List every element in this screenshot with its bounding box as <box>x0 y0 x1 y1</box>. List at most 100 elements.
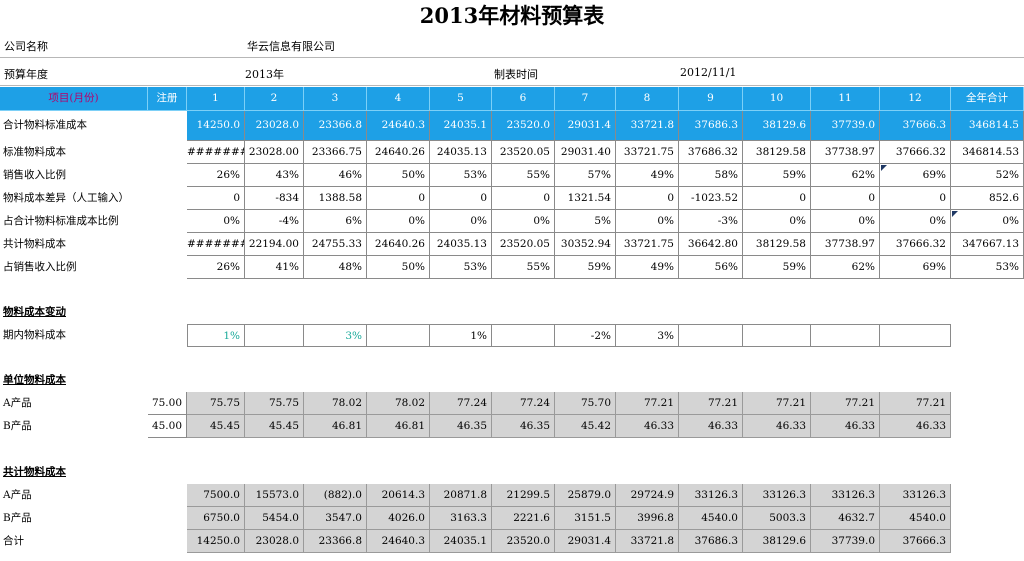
table-cell[interactable]: 852.6 <box>951 187 1024 210</box>
table-cell[interactable]: 38129.58 <box>743 233 811 256</box>
base-cost-cell[interactable]: 45.00 <box>148 415 187 438</box>
table-cell[interactable]: 3163.3 <box>430 507 492 530</box>
table-cell[interactable]: 4540.0 <box>880 507 951 530</box>
table-cell[interactable]: 77.21 <box>679 392 743 415</box>
table-cell[interactable]: 23366.75 <box>304 141 367 164</box>
table-cell[interactable]: 75.75 <box>245 392 304 415</box>
table-cell[interactable]: 33721.75 <box>616 141 679 164</box>
table-cell[interactable]: 77.21 <box>743 392 811 415</box>
table-cell[interactable]: 55% <box>492 164 555 187</box>
table-cell[interactable]: 4540.0 <box>679 507 743 530</box>
table-cell[interactable]: 46.35 <box>492 415 555 438</box>
table-cell[interactable]: 0 <box>811 187 880 210</box>
table-cell[interactable]: 77.24 <box>430 392 492 415</box>
table-cell[interactable]: 41% <box>245 256 304 279</box>
table-cell[interactable]: 75.70 <box>555 392 616 415</box>
table-cell[interactable]: 0% <box>492 210 555 233</box>
table-cell[interactable]: 4632.7 <box>811 507 880 530</box>
table-cell[interactable]: 0 <box>430 187 492 210</box>
table-cell[interactable]: 46.35 <box>430 415 492 438</box>
table-cell[interactable]: 0% <box>811 210 880 233</box>
table-cell[interactable]: 29031.4 <box>555 111 616 141</box>
table-cell[interactable]: 0 <box>880 187 951 210</box>
input-cell[interactable]: 1% <box>187 324 245 347</box>
table-cell[interactable]: 46.81 <box>304 415 367 438</box>
table-cell[interactable]: 3151.5 <box>555 507 616 530</box>
table-cell[interactable]: 346814.53 <box>951 141 1024 164</box>
table-cell[interactable]: 346814.5 <box>951 111 1024 141</box>
table-cell[interactable]: 46.33 <box>811 415 880 438</box>
table-cell[interactable]: -3% <box>679 210 743 233</box>
table-cell[interactable]: 6750.0 <box>187 507 245 530</box>
table-cell[interactable]: 49% <box>616 256 679 279</box>
table-cell[interactable]: 23366.8 <box>304 111 367 141</box>
input-cell[interactable] <box>880 324 951 347</box>
table-cell[interactable]: 46.33 <box>880 415 951 438</box>
table-cell[interactable]: -834 <box>245 187 304 210</box>
table-cell[interactable]: 0% <box>367 210 430 233</box>
input-cell[interactable] <box>245 324 304 347</box>
header-month-2[interactable]: 2 <box>245 87 304 111</box>
table-cell[interactable]: 6% <box>304 210 367 233</box>
header-month-3[interactable]: 3 <box>304 87 367 111</box>
table-cell[interactable]: 75.75 <box>187 392 245 415</box>
table-cell[interactable]: -4% <box>245 210 304 233</box>
table-cell[interactable]: 43% <box>245 164 304 187</box>
header-month-12[interactable]: 12 <box>880 87 951 111</box>
table-cell[interactable]: 30352.94 <box>555 233 616 256</box>
table-cell[interactable]: 14250.0 <box>187 530 245 553</box>
table-cell[interactable]: ######## <box>187 233 245 256</box>
header-month-7[interactable]: 7 <box>555 87 616 111</box>
table-cell[interactable]: 37738.97 <box>811 233 880 256</box>
header-month-11[interactable]: 11 <box>811 87 880 111</box>
table-cell[interactable]: 0 <box>187 187 245 210</box>
table-cell[interactable]: 23366.8 <box>304 530 367 553</box>
table-cell[interactable]: ######## <box>187 141 245 164</box>
table-cell[interactable]: 45.45 <box>245 415 304 438</box>
table-cell[interactable]: 46.33 <box>743 415 811 438</box>
table-cell[interactable]: 38129.6 <box>743 111 811 141</box>
input-cell[interactable] <box>679 324 743 347</box>
table-cell[interactable]: 45.42 <box>555 415 616 438</box>
header-month-4[interactable]: 4 <box>367 87 430 111</box>
table-cell[interactable]: 56% <box>679 256 743 279</box>
table-cell[interactable]: 59% <box>743 256 811 279</box>
table-cell[interactable]: 33126.3 <box>880 484 951 507</box>
table-cell[interactable]: 37739.0 <box>811 111 880 141</box>
year-value[interactable]: 2013年 <box>245 68 284 81</box>
table-cell[interactable]: 62% <box>811 256 880 279</box>
table-cell[interactable]: 0% <box>616 210 679 233</box>
table-cell[interactable]: 24640.3 <box>367 111 430 141</box>
table-cell[interactable]: 25879.0 <box>555 484 616 507</box>
table-cell[interactable]: 59% <box>555 256 616 279</box>
table-cell[interactable]: 33721.75 <box>616 233 679 256</box>
table-cell[interactable]: 49% <box>616 164 679 187</box>
table-cell[interactable]: 24035.13 <box>430 141 492 164</box>
input-cell[interactable]: 3% <box>616 324 679 347</box>
company-value[interactable]: 华云信息有限公司 <box>247 40 335 53</box>
table-cell[interactable]: 77.21 <box>616 392 679 415</box>
table-cell[interactable]: 0% <box>743 210 811 233</box>
table-cell[interactable]: 33721.8 <box>616 530 679 553</box>
table-cell[interactable]: 37686.3 <box>679 530 743 553</box>
table-cell[interactable]: 24035.13 <box>430 233 492 256</box>
table-cell[interactable]: 0 <box>492 187 555 210</box>
input-cell[interactable]: 1% <box>430 324 492 347</box>
table-cell[interactable]: 23520.05 <box>492 233 555 256</box>
header-month-6[interactable]: 6 <box>492 87 555 111</box>
table-cell[interactable]: 33126.3 <box>811 484 880 507</box>
table-cell[interactable]: 36642.80 <box>679 233 743 256</box>
table-cell[interactable]: -1023.52 <box>679 187 743 210</box>
header-month-9[interactable]: 9 <box>679 87 743 111</box>
table-cell[interactable]: 26% <box>187 164 245 187</box>
table-cell[interactable]: 23520.05 <box>492 141 555 164</box>
table-cell[interactable]: 50% <box>367 256 430 279</box>
table-cell[interactable]: 37686.3 <box>679 111 743 141</box>
table-cell[interactable]: 52% <box>951 164 1024 187</box>
table-cell[interactable]: 29031.4 <box>555 530 616 553</box>
input-cell[interactable] <box>492 324 555 347</box>
header-item-col[interactable]: 项目(月份) <box>0 87 148 111</box>
table-cell[interactable]: 23520.0 <box>492 530 555 553</box>
table-cell[interactable]: 29724.9 <box>616 484 679 507</box>
table-cell[interactable]: 3547.0 <box>304 507 367 530</box>
